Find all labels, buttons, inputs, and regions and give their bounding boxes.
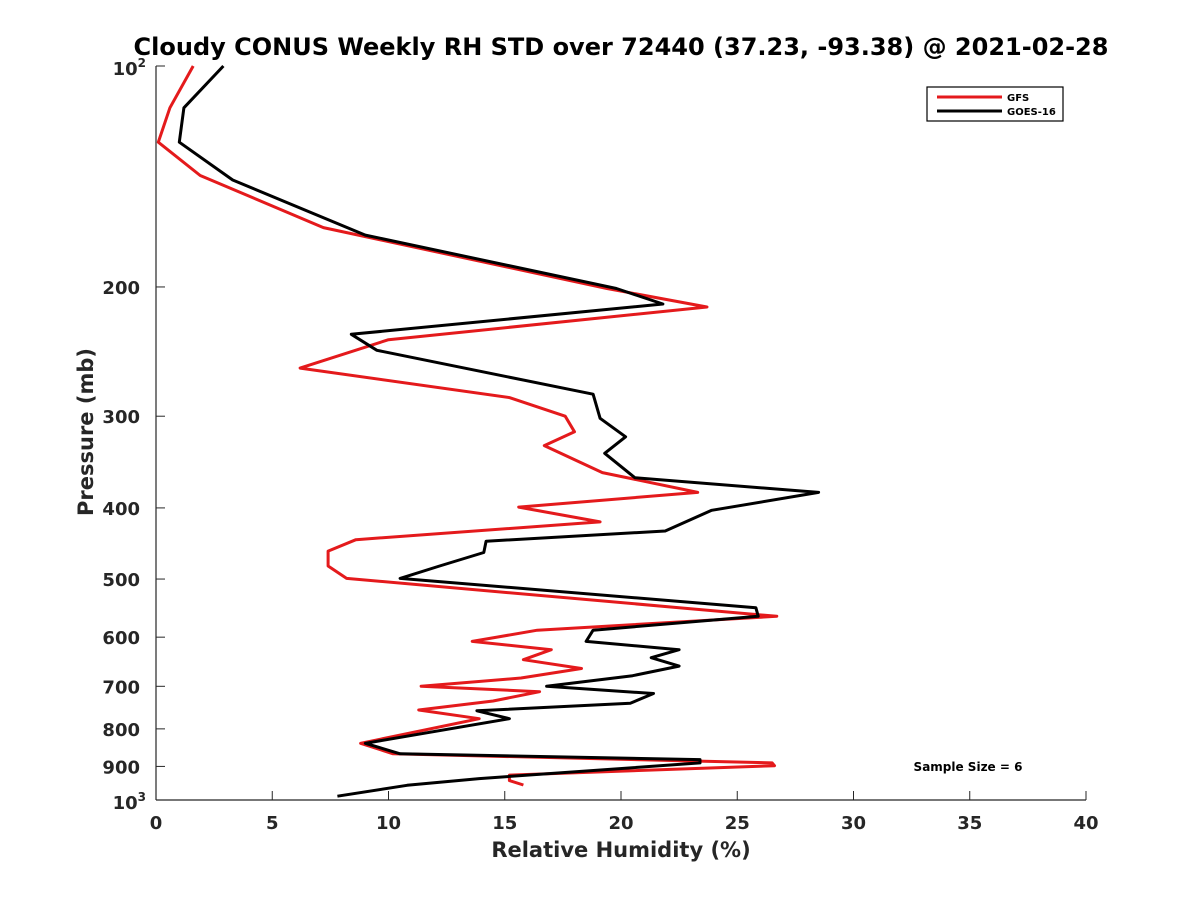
axes: 0 5 10 15 20 25 30 35 40 102 200 300 400 500 600 700 800… [102,56,1098,834]
y-tick-label: 300 [102,407,140,428]
y-tick-label: 500 [102,570,140,591]
sample-size-annotation: Sample Size = 6 [914,760,1023,774]
x-axis-label: Relative Humidity (%) [491,838,750,862]
y-tick-label: 900 [102,757,140,778]
y-tick-label: 800 [102,720,140,741]
legend-label-gfs: GFS [1007,93,1029,104]
series-line-gfs [156,65,779,787]
y-tick-label: 400 [102,499,140,520]
x-tick-label: 30 [841,813,866,834]
x-tick-label: 10 [376,813,401,834]
legend-label-goes-16: GOES-16 [1007,107,1056,118]
x-tick-label: 35 [957,813,982,834]
y-tick-label: 103 [113,790,146,814]
legend: GFS GOES-16 [926,86,1064,122]
x-tick-label: 5 [266,813,279,834]
y-tick-label: 600 [102,628,140,649]
chart-title: Cloudy CONUS Weekly RH STD over 72440 (3… [134,33,1109,61]
x-tick-label: 25 [725,813,750,834]
series-line-goes-16 [177,64,821,798]
y-axis-label: Pressure (mb) [74,348,98,516]
x-tick-label: 0 [150,813,163,834]
y-tick-label: 200 [102,278,140,299]
y-tick-label: 102 [113,56,146,80]
x-tick-label: 20 [608,813,633,834]
y-tick-label: 700 [102,677,140,698]
x-tick-label: 15 [492,813,517,834]
legend-box [926,86,1064,122]
x-tick-label: 40 [1073,813,1098,834]
plot-area [156,64,821,798]
